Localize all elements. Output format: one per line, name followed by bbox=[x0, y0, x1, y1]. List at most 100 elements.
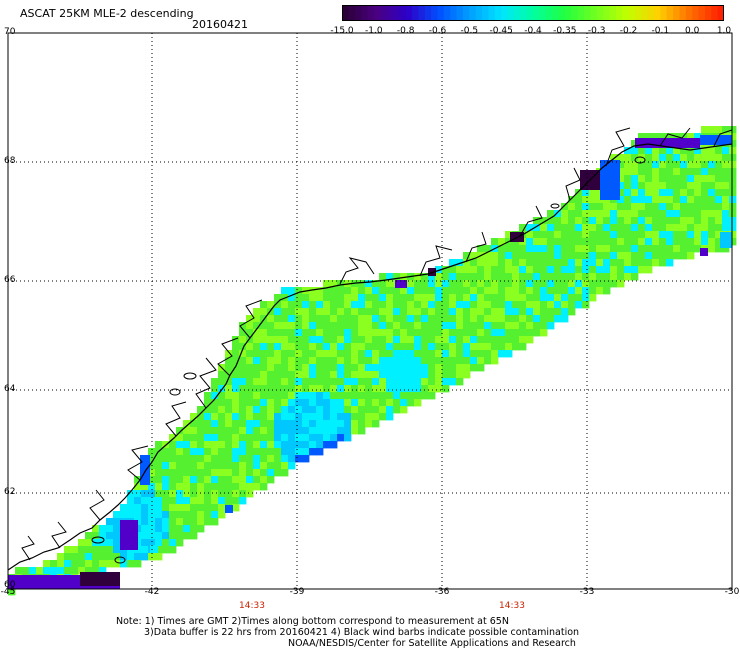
swath-cell bbox=[456, 294, 464, 302]
swath-cell bbox=[372, 420, 380, 428]
swath-cell bbox=[722, 126, 730, 134]
swath-cell bbox=[288, 434, 296, 442]
swath-cell bbox=[442, 343, 450, 351]
swath-cell bbox=[400, 406, 408, 414]
swath-cell bbox=[638, 266, 646, 274]
swath-cell bbox=[715, 154, 723, 162]
swath-cell bbox=[225, 455, 233, 463]
swath-cell bbox=[365, 294, 373, 302]
swath-cell bbox=[274, 357, 282, 365]
swath-cell bbox=[169, 518, 177, 526]
swath-cell bbox=[274, 469, 282, 477]
swath-cell bbox=[64, 567, 72, 575]
swath-cell bbox=[596, 238, 604, 246]
swath-cell bbox=[463, 371, 471, 379]
swath-cell bbox=[561, 266, 569, 274]
latitude-label: 68 bbox=[4, 156, 16, 166]
swath-cell bbox=[533, 224, 541, 232]
swath-cell bbox=[519, 343, 527, 351]
swath-cell bbox=[141, 532, 149, 540]
swath-cell bbox=[617, 217, 625, 225]
swath-cell bbox=[288, 392, 296, 400]
swath-cell bbox=[337, 413, 345, 421]
swath-cell bbox=[715, 238, 723, 246]
swath-cell bbox=[183, 455, 191, 463]
swath-cell bbox=[85, 532, 93, 540]
swath-cell bbox=[379, 406, 387, 414]
swath-cell bbox=[365, 392, 373, 400]
swath-cell bbox=[491, 322, 499, 330]
swath-cell bbox=[729, 182, 737, 190]
swath-cell bbox=[421, 350, 429, 358]
swath-cell bbox=[533, 308, 541, 316]
swath-cell bbox=[631, 140, 639, 148]
swath-cell bbox=[442, 350, 450, 358]
swath-cell bbox=[533, 238, 541, 246]
swath-cell bbox=[491, 287, 499, 295]
swath-cell bbox=[267, 420, 275, 428]
swath-cell bbox=[603, 287, 611, 295]
swath-cell bbox=[218, 476, 226, 484]
swath-cell bbox=[484, 294, 492, 302]
swath-cell bbox=[687, 210, 695, 218]
swath-cell bbox=[456, 266, 464, 274]
swath-cell bbox=[379, 294, 387, 302]
swath-cell bbox=[645, 161, 653, 169]
swath-cell bbox=[225, 497, 233, 505]
swath-cell bbox=[414, 371, 422, 379]
swath-cell bbox=[463, 357, 471, 365]
swath-cell bbox=[351, 301, 359, 309]
swath-cell bbox=[449, 308, 457, 316]
swath-cell bbox=[302, 322, 310, 330]
swath-cell bbox=[155, 539, 163, 547]
swath-cell bbox=[393, 378, 401, 386]
swath-cell bbox=[155, 532, 163, 540]
swath-cell bbox=[281, 469, 289, 477]
swath-cell bbox=[386, 294, 394, 302]
swath-cell bbox=[197, 511, 205, 519]
swath-cell bbox=[246, 315, 254, 323]
swath-cell bbox=[449, 322, 457, 330]
swath-cell bbox=[715, 126, 723, 134]
swath-cell bbox=[309, 350, 317, 358]
swath-cell bbox=[43, 560, 51, 568]
swath-cell bbox=[561, 252, 569, 260]
swath-cell bbox=[337, 308, 345, 316]
swath-cell bbox=[729, 189, 737, 197]
colorbar-segment bbox=[361, 5, 369, 21]
swath-cell bbox=[498, 329, 506, 337]
swath-cell bbox=[358, 301, 366, 309]
swath-cell bbox=[407, 378, 415, 386]
swath-cell bbox=[491, 280, 499, 288]
swath-cell bbox=[316, 364, 324, 372]
swath-cell bbox=[701, 210, 709, 218]
swath-cell bbox=[316, 427, 324, 435]
swath-cell bbox=[470, 308, 478, 316]
swath-cell bbox=[596, 245, 604, 253]
swath-cell bbox=[281, 350, 289, 358]
swath-cell bbox=[386, 357, 394, 365]
swath-cell bbox=[246, 413, 254, 421]
swath-cell bbox=[288, 357, 296, 365]
swath-cell bbox=[211, 378, 219, 386]
swath-cell bbox=[701, 189, 709, 197]
swath-cell bbox=[435, 350, 443, 358]
swath-cell bbox=[659, 189, 667, 197]
swath-cell bbox=[680, 133, 688, 141]
swath-cell bbox=[491, 315, 499, 323]
swath-cell bbox=[680, 161, 688, 169]
swath-cell bbox=[652, 252, 660, 260]
swath-cell bbox=[617, 196, 625, 204]
swath-cell bbox=[701, 203, 709, 211]
swath-cell bbox=[295, 357, 303, 365]
swath-cell bbox=[519, 329, 527, 337]
swath-cell bbox=[253, 483, 261, 491]
swath-cell bbox=[687, 196, 695, 204]
colorbar-segment bbox=[552, 5, 560, 21]
swath-cell bbox=[204, 441, 212, 449]
swath-cell bbox=[687, 175, 695, 183]
swath-cell bbox=[659, 168, 667, 176]
swath-cell bbox=[323, 357, 331, 365]
swath-cell bbox=[596, 217, 604, 225]
swath-cell bbox=[624, 175, 632, 183]
